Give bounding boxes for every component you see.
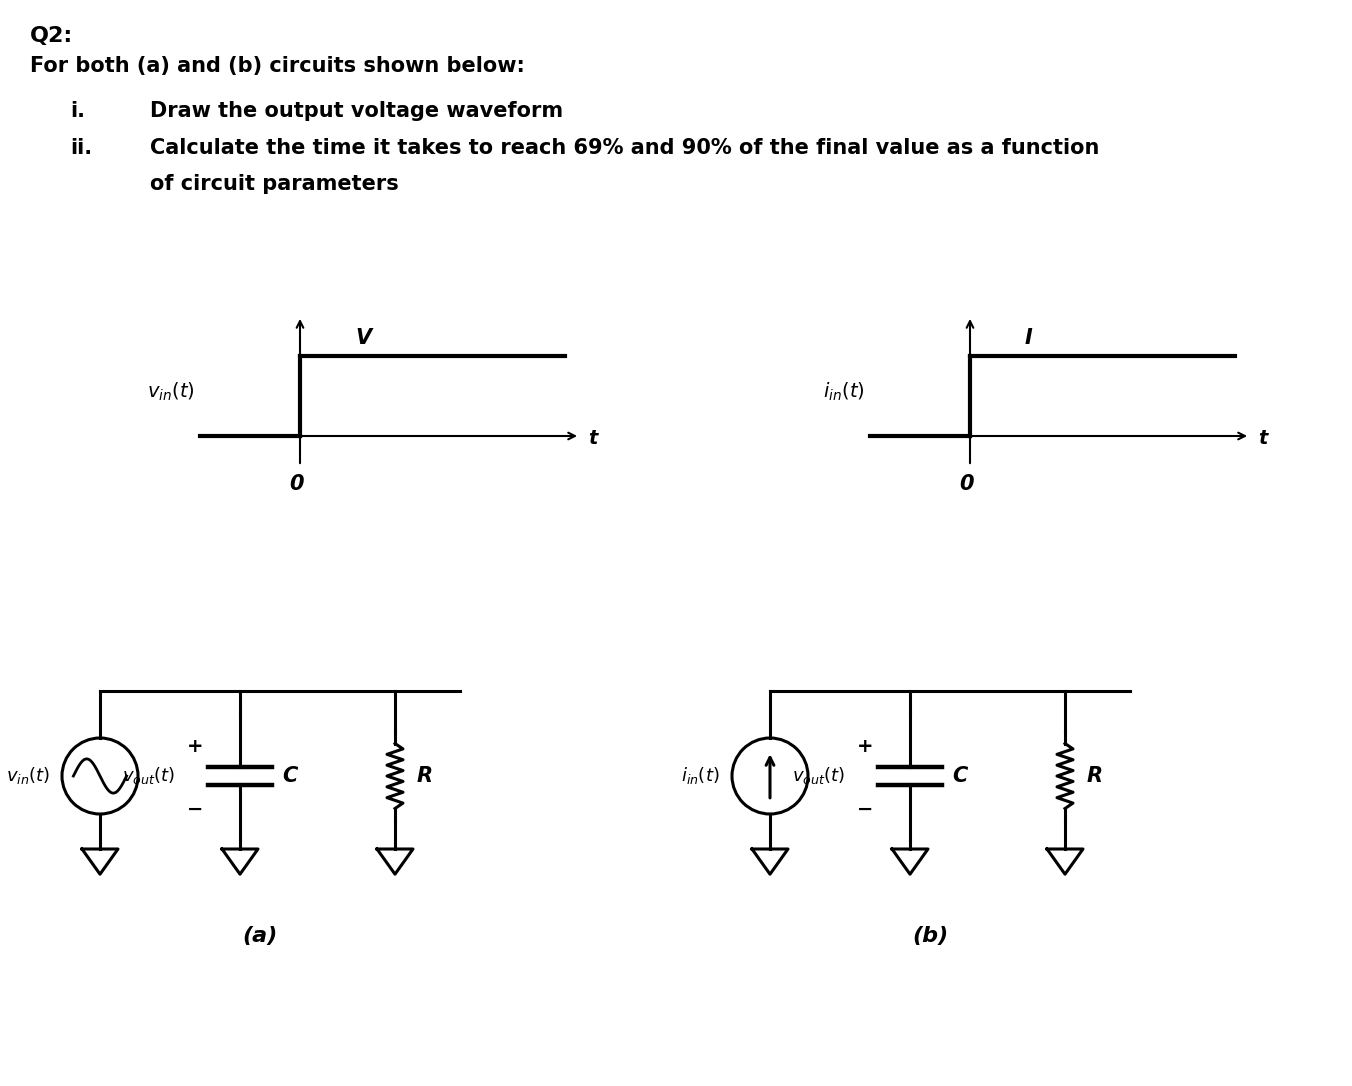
Text: C: C xyxy=(283,766,297,786)
Text: +: + xyxy=(187,736,203,756)
Text: C: C xyxy=(952,766,968,786)
Text: V: V xyxy=(356,328,372,348)
Text: t: t xyxy=(1257,429,1267,449)
Text: 0: 0 xyxy=(960,473,975,494)
Text: $v_{out}(t)$: $v_{out}(t)$ xyxy=(122,766,174,786)
Text: Calculate the time it takes to reach 69% and 90% of the final value as a functio: Calculate the time it takes to reach 69%… xyxy=(150,138,1099,157)
Text: Q2:: Q2: xyxy=(30,26,73,46)
Text: 0: 0 xyxy=(289,473,304,494)
Text: (b): (b) xyxy=(913,926,948,946)
Text: $v_{in}(t)$: $v_{in}(t)$ xyxy=(147,381,195,403)
Text: $i_{in}(t)$: $i_{in}(t)$ xyxy=(681,766,721,786)
Text: (a): (a) xyxy=(242,926,277,946)
Text: $v_{out}(t)$: $v_{out}(t)$ xyxy=(792,766,845,786)
Text: t: t xyxy=(588,429,598,449)
Text: $i_{in}(t)$: $i_{in}(t)$ xyxy=(823,381,865,403)
Text: +: + xyxy=(857,736,873,756)
Text: $v_{in}(t)$: $v_{in}(t)$ xyxy=(5,766,50,786)
Text: R: R xyxy=(1087,766,1103,786)
Text: For both (a) and (b) circuits shown below:: For both (a) and (b) circuits shown belo… xyxy=(30,56,525,76)
Text: of circuit parameters: of circuit parameters xyxy=(150,174,399,194)
Text: ii.: ii. xyxy=(70,138,92,157)
Text: −: − xyxy=(187,799,203,819)
Text: −: − xyxy=(857,799,873,819)
Text: Draw the output voltage waveform: Draw the output voltage waveform xyxy=(150,101,564,121)
Text: I: I xyxy=(1025,328,1033,348)
Text: i.: i. xyxy=(70,101,85,121)
Text: R: R xyxy=(416,766,433,786)
